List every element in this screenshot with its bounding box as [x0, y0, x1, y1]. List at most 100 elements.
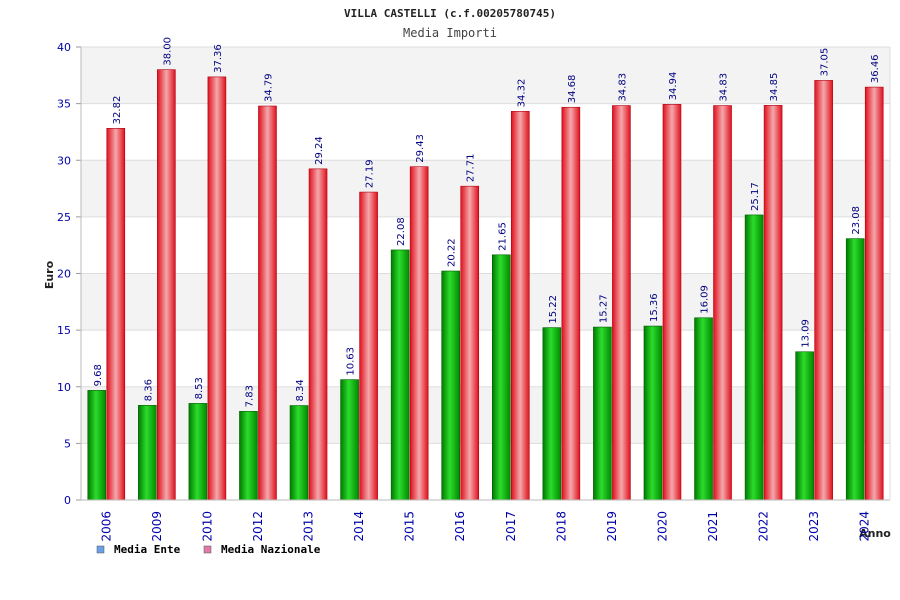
bar-media-ente-2006	[87, 390, 107, 501]
x-tick-label: 2012	[251, 511, 265, 542]
y-tick-label: 35	[57, 98, 71, 111]
bar-media-ente-2022	[744, 214, 764, 501]
data-label-media-ente-2021: 16.09	[700, 285, 711, 314]
y-tick-label: 0	[64, 494, 71, 507]
bar-media-nazionale-2021	[713, 105, 732, 501]
data-label-media-nazionale-2006: 32.82	[112, 96, 123, 125]
data-label-media-ente-2013: 8.34	[295, 379, 306, 401]
x-tick-label: 2024	[858, 511, 872, 542]
data-label-media-ente-2014: 10.63	[346, 347, 357, 376]
y-tick-label: 25	[57, 211, 71, 224]
bar-media-ente-2012	[239, 411, 258, 501]
legend-swatch-media-nazionale	[203, 545, 212, 554]
bar-media-ente-2017	[491, 254, 511, 501]
y-axis-label: Euro	[43, 260, 56, 289]
legend-label-media-ente: Media Ente	[114, 543, 181, 556]
bar-media-nazionale-2019	[612, 105, 631, 501]
data-label-media-ente-2015: 22.08	[396, 217, 407, 246]
data-label-media-ente-2012: 7.83	[244, 385, 255, 407]
y-tick-label: 5	[64, 437, 71, 450]
x-tick-label: 2015	[403, 511, 417, 542]
data-label-media-nazionale-2020: 34.94	[668, 72, 679, 101]
x-tick-label: 2018	[554, 511, 568, 542]
x-tick-label: 2021	[706, 511, 720, 542]
x-axis-label: Anno	[859, 527, 891, 540]
y-tick-label: 10	[57, 381, 71, 394]
x-axis-ticks: 2006 2009 2010 2012 2013 2014 2015 2016 2017 2018…	[99, 511, 871, 542]
legend: Media Ente Media Nazionale	[96, 543, 321, 556]
data-label-media-nazionale-2018: 34.68	[567, 75, 578, 104]
bar-media-ente-2015	[390, 249, 410, 501]
data-label-media-nazionale-2012: 34.79	[263, 73, 274, 102]
data-label-media-ente-2017: 21.65	[497, 222, 508, 251]
data-label-media-ente-2019: 15.27	[598, 294, 609, 323]
bar-media-nazionale-2022	[763, 105, 783, 501]
bar-media-nazionale-2014	[359, 191, 378, 501]
bar-media-nazionale-2018	[561, 106, 581, 501]
data-label-media-nazionale-2015: 29.43	[415, 134, 426, 163]
bar-media-nazionale-2012	[258, 105, 277, 501]
bar-media-nazionale-2016	[460, 185, 480, 501]
x-tick-label: 2016	[453, 511, 467, 542]
data-label-media-nazionale-2013: 29.24	[314, 136, 325, 165]
data-label-media-nazionale-2021: 34.83	[719, 73, 730, 102]
x-tick-label: 2023	[807, 511, 821, 542]
bar-media-nazionale-2006	[106, 128, 126, 501]
bar-media-ente-2014	[340, 379, 359, 501]
axes	[80, 47, 891, 501]
data-label-media-ente-2006: 9.68	[93, 364, 104, 386]
chart-title: VILLA CASTELLI (c.f.00205780745)	[344, 7, 556, 20]
data-label-media-nazionale-2014: 27.19	[365, 159, 376, 188]
data-label-media-nazionale-2010: 37.36	[213, 44, 224, 73]
legend-swatch-media-ente	[96, 545, 105, 554]
bar-media-ente-2019	[593, 326, 612, 501]
y-tick-label: 40	[57, 41, 71, 54]
x-tick-label: 2010	[200, 511, 214, 542]
bar-media-ente-2021	[694, 317, 713, 501]
data-label-media-nazionale-2016: 27.71	[466, 154, 477, 183]
chart-subtitle: Media Importi	[403, 26, 497, 40]
x-tick-label: 2022	[757, 511, 771, 542]
data-label-media-ente-2024: 23.08	[851, 206, 862, 235]
bar-media-ente-2013	[289, 405, 309, 501]
data-label-media-nazionale-2022: 34.85	[769, 73, 780, 102]
bar-media-ente-2016	[441, 270, 461, 501]
data-label-media-ente-2018: 15.22	[548, 295, 559, 324]
data-label-media-nazionale-2017: 34.32	[516, 79, 527, 108]
x-tick-label: 2020	[655, 511, 669, 542]
x-tick-label: 2017	[504, 511, 518, 542]
bar-media-ente-2020	[643, 325, 663, 501]
bar-media-ente-2009	[138, 405, 157, 501]
data-label-media-ente-2009: 8.36	[143, 379, 154, 401]
data-label-media-ente-2022: 25.17	[750, 182, 761, 211]
bar-media-ente-2023	[795, 351, 814, 501]
legend-label-media-nazionale: Media Nazionale	[221, 543, 321, 556]
bar-media-nazionale-2010	[207, 76, 227, 501]
bar-media-nazionale-2024	[864, 86, 884, 501]
x-tick-label: 2009	[150, 511, 164, 542]
y-tick-label: 30	[57, 154, 71, 167]
bar-media-ente-2024	[845, 238, 865, 501]
data-label-media-ente-2010: 8.53	[194, 377, 205, 399]
data-label-media-ente-2016: 20.22	[447, 238, 458, 267]
bar-media-ente-2018	[542, 327, 562, 501]
bar-media-nazionale-2013	[308, 168, 328, 501]
x-tick-label: 2013	[302, 511, 316, 542]
bar-media-nazionale-2015	[409, 166, 429, 501]
data-label-media-nazionale-2019: 34.83	[617, 73, 628, 102]
x-tick-label: 2014	[352, 511, 366, 542]
data-label-media-nazionale-2024: 36.46	[870, 54, 881, 83]
data-label-media-ente-2023: 13.09	[801, 319, 812, 348]
bars: 9.68 32.82 8.36 38.00 8.53 37.36 7.83 34.79 8.34…	[87, 37, 884, 501]
data-label-media-ente-2020: 15.36	[649, 293, 660, 322]
data-label-media-nazionale-2009: 38.00	[162, 37, 173, 66]
bar-media-nazionale-2023	[814, 80, 833, 501]
bar-media-nazionale-2020	[662, 104, 682, 501]
bar-media-nazionale-2017	[510, 111, 530, 501]
data-label-media-nazionale-2023: 37.05	[820, 48, 831, 77]
y-tick-label: 15	[57, 324, 71, 337]
x-tick-label: 2006	[99, 511, 113, 542]
bar-media-ente-2010	[188, 403, 208, 501]
y-axis-ticks: 0 5 10 15 20 25 30 35 40	[57, 41, 81, 507]
